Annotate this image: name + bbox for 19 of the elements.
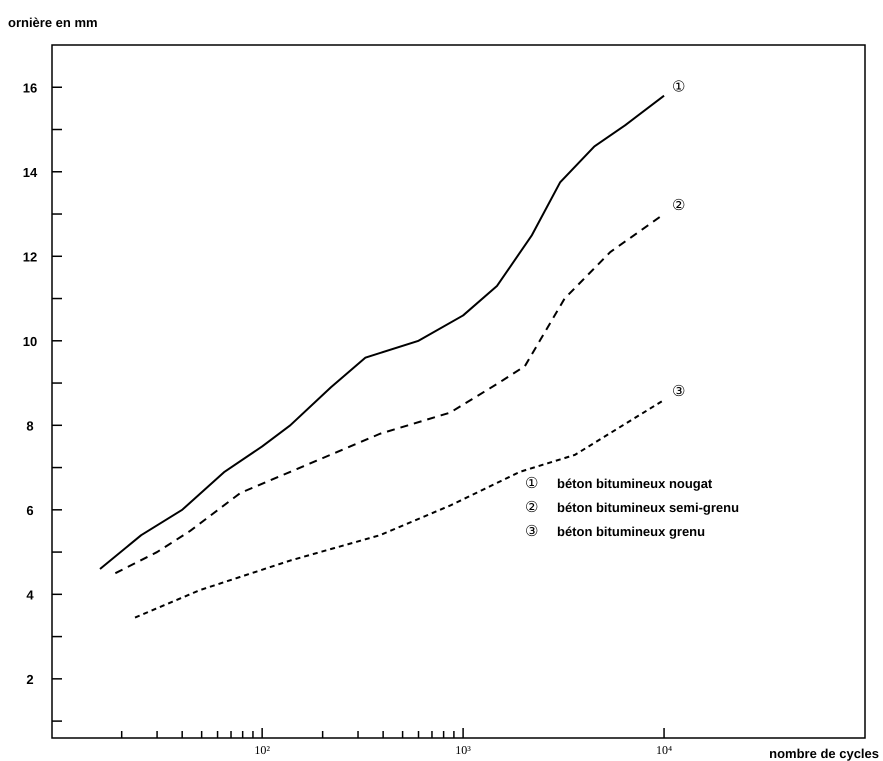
y-tick-label: 4 bbox=[26, 587, 34, 602]
annotation: ① bbox=[672, 78, 686, 96]
y-tick-label: 2 bbox=[26, 672, 34, 687]
text: ① béton bitumineux nougat bbox=[525, 475, 712, 492]
y-tick-label: 12 bbox=[22, 249, 38, 264]
y-tick-label: 6 bbox=[26, 502, 34, 518]
y-tick-label: 10 bbox=[22, 334, 38, 349]
text: ③ béton bitumineux grenu bbox=[525, 523, 706, 540]
text: ② béton bitumineux semi-grenu bbox=[525, 499, 740, 516]
x-tick-label: 10² bbox=[254, 743, 270, 757]
x-tick-label: 10⁴ bbox=[656, 743, 672, 757]
annotation: ③ bbox=[672, 382, 686, 400]
y-tick-label: 8 bbox=[26, 418, 34, 434]
x-tick-label: 10³ bbox=[455, 743, 472, 757]
y-tick-label: 16 bbox=[22, 80, 38, 96]
x-axis-title: nombre de cycles bbox=[769, 746, 879, 761]
y-tick-label: 14 bbox=[22, 164, 38, 180]
annotation: ② bbox=[672, 197, 686, 214]
y-axis-title: ornière en mm bbox=[8, 15, 98, 30]
